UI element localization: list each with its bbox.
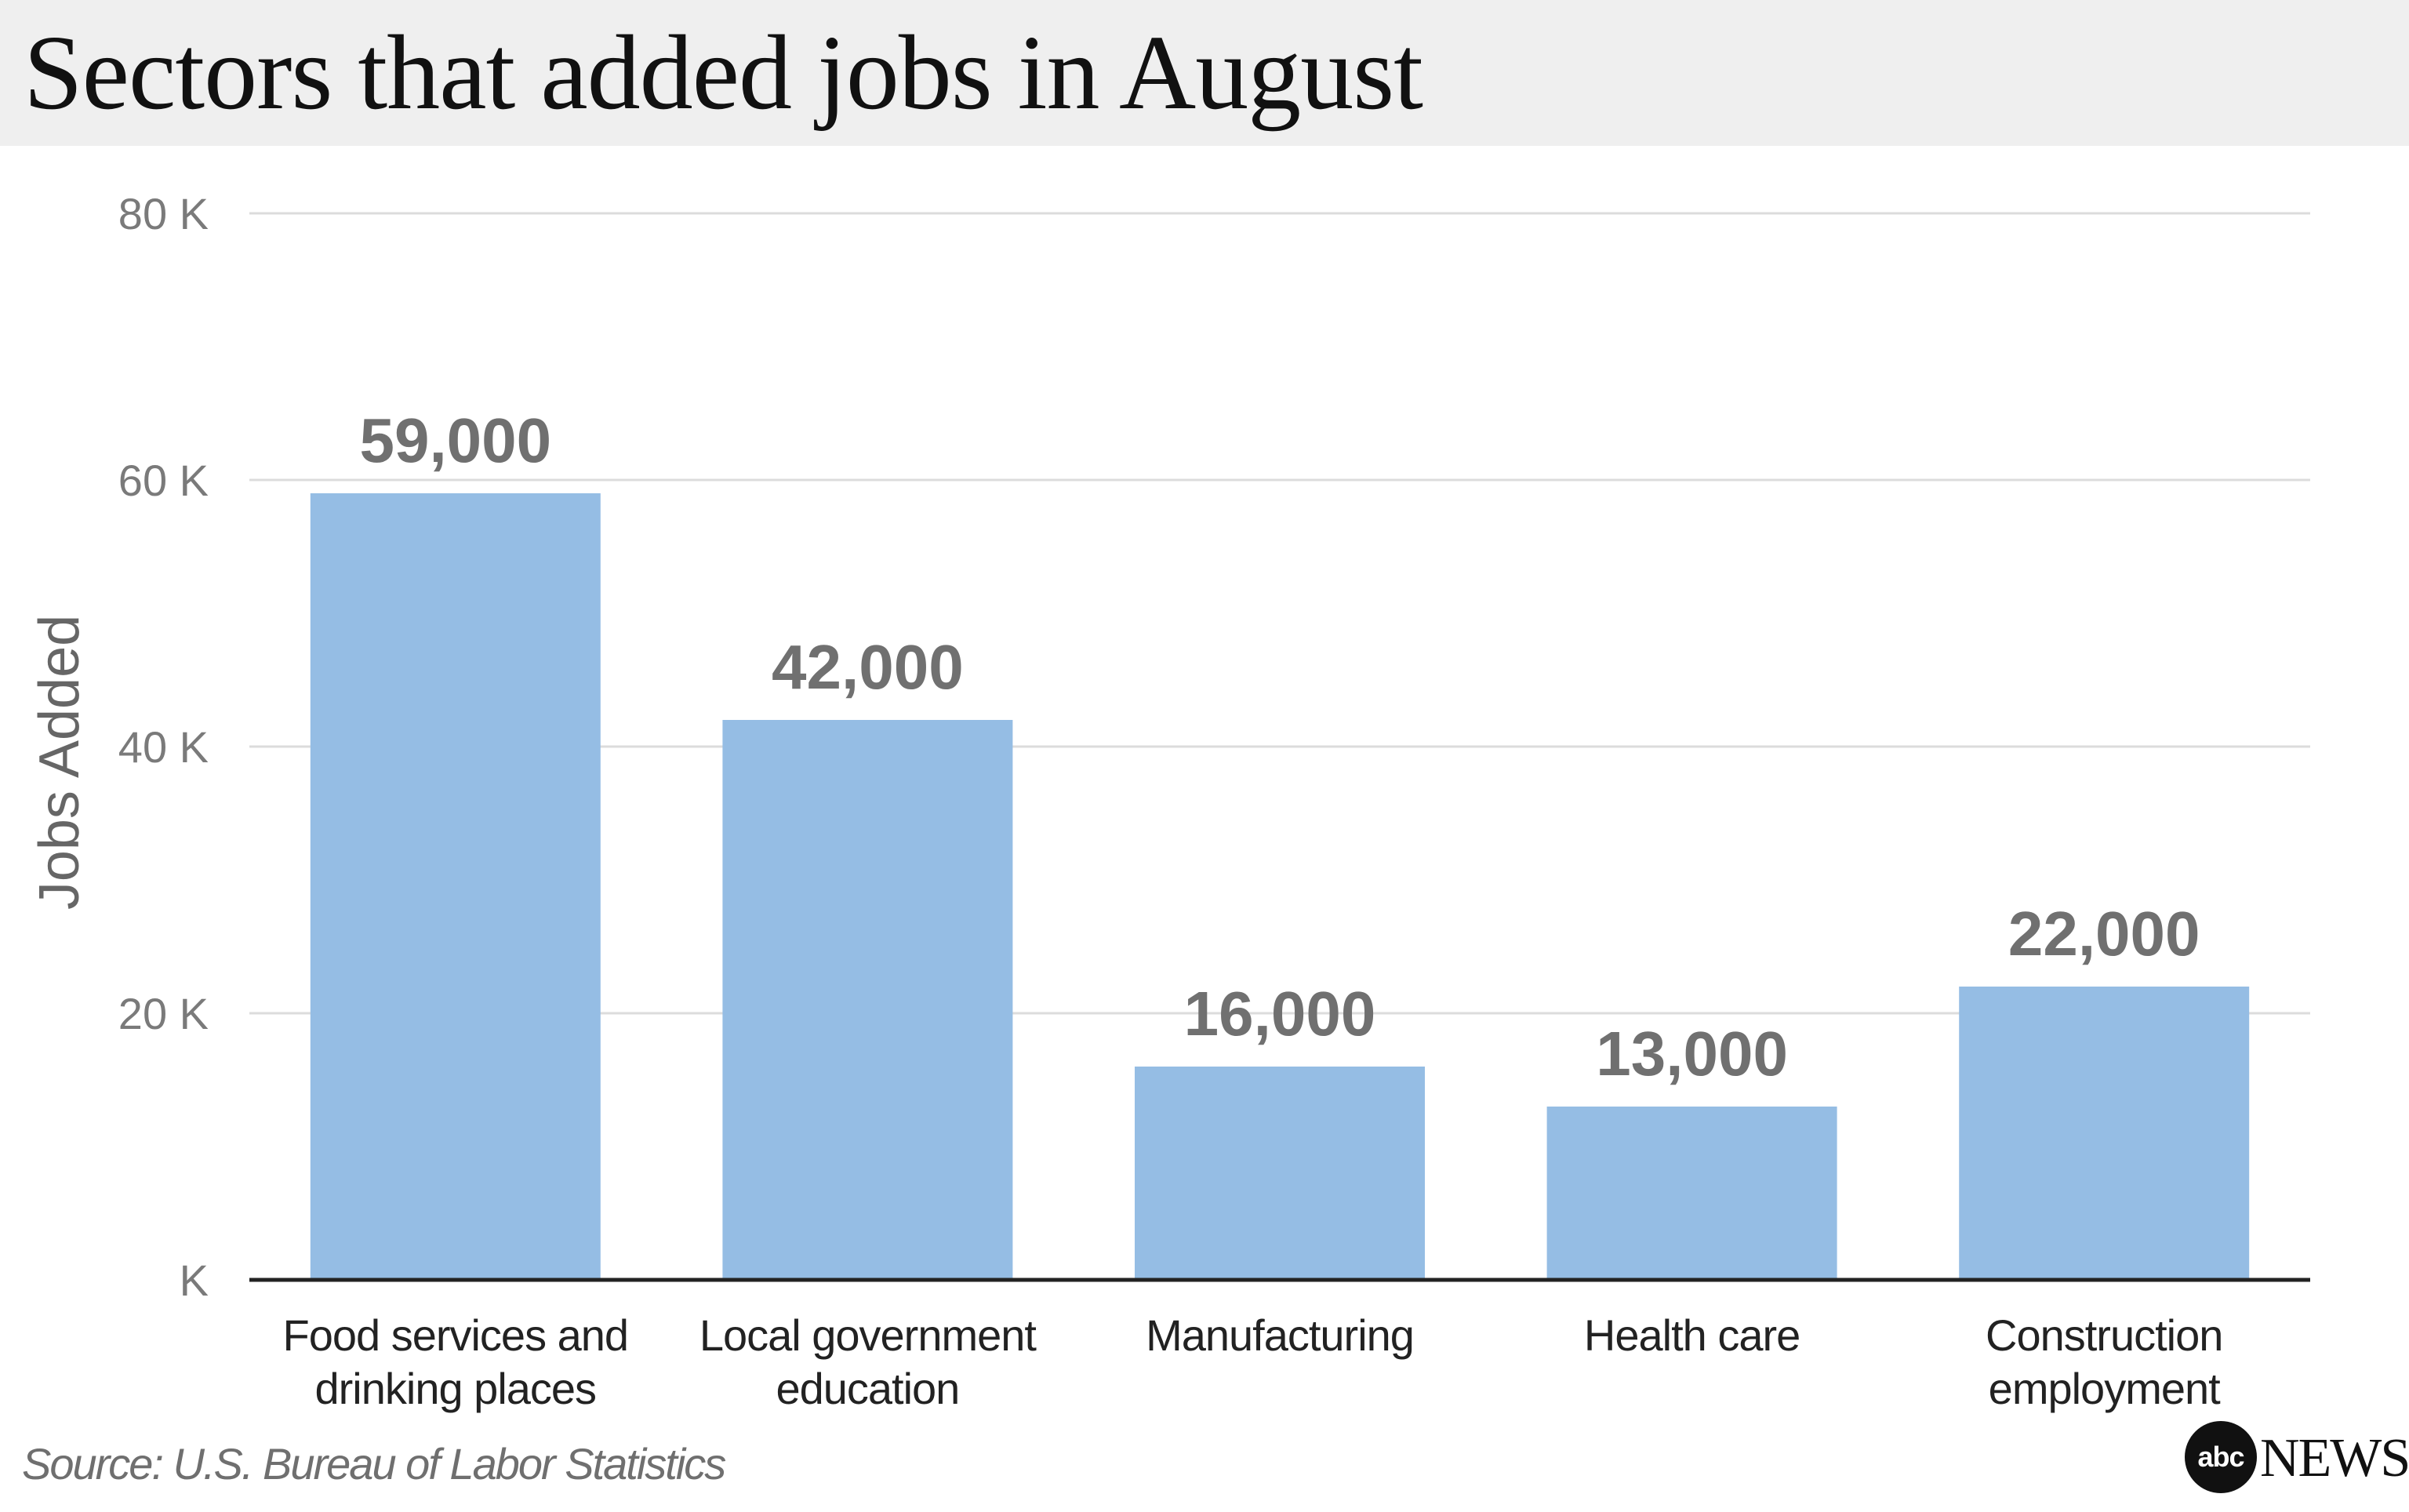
chart-title: Sectors that added jobs in August [24,14,1423,132]
news-logo-word: NEWS [2260,1428,2409,1488]
x-category-label: drinking places [315,1364,597,1413]
x-category-label: Food services and [283,1310,629,1360]
y-tick-label: K [180,1256,209,1305]
y-tick-label: 60 K [118,456,209,505]
bar [1135,1067,1425,1280]
bar [1959,987,2250,1280]
x-category-label: Health care [1584,1310,1800,1360]
abc-news-logo: abc NEWS [2185,1421,2409,1496]
data-label: 13,000 [1596,1019,1788,1089]
bar [722,720,1013,1280]
y-tick-label: 80 K [118,189,209,238]
data-label: 42,000 [772,632,964,702]
y-axis-label: Jobs Added [28,615,91,910]
data-label: 16,000 [1184,979,1376,1049]
abc-logo-badge: abc [2185,1421,2257,1493]
x-category-label: education [776,1364,959,1413]
title-band: Sectors that added jobs in August [0,0,2409,146]
x-category-label: Local government [699,1310,1037,1360]
x-category-label: Manufacturing [1146,1310,1414,1360]
x-category-label: employment [1989,1364,2221,1413]
data-label: 22,000 [2008,899,2200,969]
x-category-label: Construction [1986,1310,2222,1360]
bar [310,493,601,1280]
data-label: 59,000 [359,405,551,475]
y-tick-label: 20 K [118,989,209,1038]
y-tick-label: 40 K [118,722,209,772]
bar [1546,1107,1837,1280]
source-note: Source: U.S. Bureau of Labor Statistics [22,1439,726,1488]
